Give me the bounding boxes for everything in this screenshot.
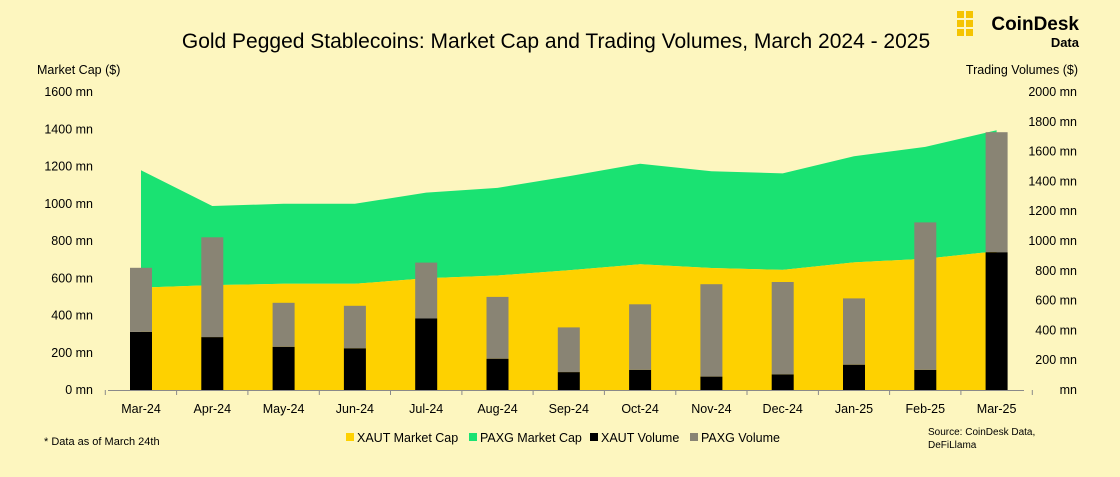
left-tick-label: 600 mn [51,271,93,285]
x-tick-label: Nov-24 [691,402,731,416]
right-tick-label: 600 mn [1035,294,1077,308]
x-tick-label: Jan-25 [835,402,873,416]
x-tick-label: Oct-24 [621,402,659,416]
x-tick-label: Mar-24 [121,402,161,416]
right-tick-label: 1200 mn [1028,204,1077,218]
bar-xaut-volume [272,346,295,390]
logo-name: CoinDesk [991,14,1079,35]
right-tick-label: 200 mn [1035,353,1077,367]
area-paxg-market-cap [141,130,997,288]
bar-paxg-volume [272,302,295,347]
right-tick-label: 1400 mn [1028,174,1077,188]
bar-paxg-volume [201,237,224,338]
bar-paxg-volume [843,298,865,365]
right-tick-label: 1600 mn [1028,145,1077,159]
bar-paxg-volume [771,282,794,375]
legend-swatch-xaut-volume [590,433,598,441]
left-tick-label: 0 mn [65,383,93,397]
bar-xaut-volume [771,374,794,390]
right-tick-label: 400 mn [1035,323,1077,337]
bar-xaut-volume [914,369,937,390]
bar-paxg-volume [985,132,1008,253]
x-tick-label: Jul-24 [409,402,443,416]
bar-xaut-volume [201,337,224,390]
bar-xaut-volume [343,348,366,390]
x-tick-label: Aug-24 [477,402,517,416]
bar-xaut-volume [629,369,652,390]
bar-paxg-volume [415,262,438,319]
legend: XAUT Market Cap PAXG Market Cap XAUT Vol… [346,431,780,445]
left-axis-title: Market Cap ($) [37,63,120,77]
bar-xaut-volume [700,376,723,390]
right-tick-label: 1800 mn [1028,115,1077,129]
legend-label-paxg-mcap: PAXG Market Cap [480,431,582,445]
legend-swatch-paxg-volume [690,433,698,441]
coindesk-logo: CoinDesk Data [957,11,1080,50]
chart-title: Gold Pegged Stablecoins: Market Cap and … [182,30,930,53]
x-tick-label: Jun-24 [336,402,374,416]
logo-sub: Data [1051,35,1080,50]
bar-paxg-volume [557,327,580,373]
bar-xaut-volume [486,358,509,390]
source-line-1: Source: CoinDesk Data, [928,427,1035,438]
left-tick-label: 800 mn [51,234,93,248]
right-tick-label: mn [1060,383,1077,397]
legend-swatch-xaut-mcap [346,433,354,441]
right-tick-label: 1000 mn [1028,234,1077,248]
source-line-2: DeFiLlama [928,440,977,451]
footnote: * Data as of March 24th [44,436,160,448]
right-tick-label: 2000 mn [1028,85,1077,99]
legend-swatch-paxg-mcap [469,433,477,441]
legend-label-xaut-mcap: XAUT Market Cap [357,431,458,445]
legend-label-xaut-volume: XAUT Volume [601,431,679,445]
right-axis-ticks: mn 200 mn 400 mn 600 mn 800 mn 1000 mn 1200 mn… [1028,85,1077,397]
right-axis-title: Trading Volumes ($) [966,63,1078,77]
left-axis-ticks: 0 mn 200 mn 400 mn 600 mn 800 mn 1000 mn 1200 … [44,85,93,397]
left-tick-label: 1000 mn [44,197,93,211]
bar-xaut-volume [415,318,438,390]
x-tick-label: Feb-25 [905,402,945,416]
x-tick-label: Sep-24 [549,402,589,416]
x-tick-label: Dec-24 [763,402,803,416]
x-tick-label: Apr-24 [194,402,232,416]
x-axis-ticks: Mar-24 Apr-24 May-24 Jun-24 Jul-24 Aug-24 Sep-… [121,402,1016,416]
bar-xaut-volume [557,372,580,390]
left-tick-label: 1600 mn [44,85,93,99]
right-tick-label: 800 mn [1035,264,1077,278]
left-tick-label: 400 mn [51,309,93,323]
bar-paxg-volume [130,267,152,332]
legend-label-paxg-volume: PAXG Volume [701,431,780,445]
plot-area [104,130,1033,395]
bar-paxg-volume [343,305,366,349]
x-tick-label: Mar-25 [977,402,1017,416]
left-tick-label: 1200 mn [44,160,93,174]
bar-xaut-volume [130,331,152,390]
left-tick-label: 1400 mn [44,122,93,136]
bar-xaut-volume [843,364,865,390]
bar-paxg-volume [486,296,509,359]
bar-paxg-volume [914,222,937,370]
left-tick-label: 200 mn [51,346,93,360]
coindesk-logo-icon [957,11,973,36]
x-tick-label: May-24 [263,402,305,416]
bar-paxg-volume [629,304,652,370]
bar-paxg-volume [700,284,723,377]
bar-xaut-volume [985,252,1008,390]
